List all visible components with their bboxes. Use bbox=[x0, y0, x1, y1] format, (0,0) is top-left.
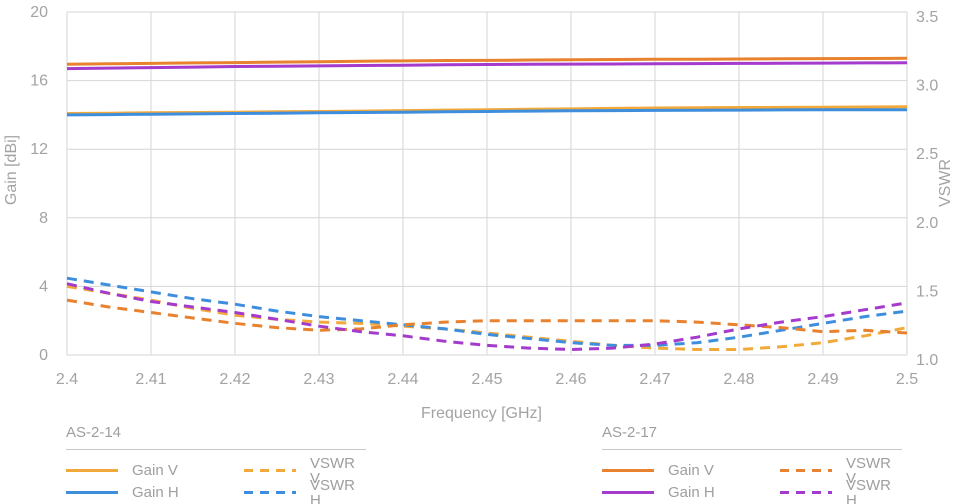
legend-item-label: Gain V bbox=[132, 462, 178, 479]
series-as-2-14-gain-h bbox=[66, 108, 907, 117]
series-as-2-17-vswr-v bbox=[66, 298, 908, 335]
legend-item-as-2-14-gain-h: Gain H bbox=[66, 485, 244, 500]
gain-tick-label: 0 bbox=[39, 347, 48, 364]
dashed-line-swatch bbox=[244, 469, 296, 472]
x-tick-label: 2.4 bbox=[56, 371, 78, 388]
gain-tick-label: 8 bbox=[39, 210, 48, 227]
legend-group-as-2-17: AS-2-17 Gain V VSWR V Gain H VSWR H bbox=[602, 424, 902, 504]
solid-line-swatch bbox=[66, 491, 118, 494]
legend-group-title: AS-2-17 bbox=[602, 424, 658, 441]
x-axis-title: Frequency [GHz] bbox=[421, 405, 542, 422]
series-as-2-14-vswr-h bbox=[66, 276, 908, 347]
legend-item-label: Gain H bbox=[668, 484, 715, 501]
vswr-tick-label: 1.0 bbox=[916, 352, 938, 369]
vswr-tick-label: 2.5 bbox=[916, 146, 938, 163]
x-tick-label: 2.44 bbox=[387, 371, 418, 388]
legend-item-label: VSWR H bbox=[846, 476, 891, 504]
series-as-2-17-vswr-h bbox=[66, 282, 908, 352]
x-tick-label: 2.43 bbox=[303, 371, 334, 388]
dashed-line-swatch bbox=[244, 491, 296, 494]
legend-item-as-2-14-vswr-h: VSWR H bbox=[244, 478, 366, 504]
left-axis-title: Gain [dBi] bbox=[3, 135, 20, 205]
vswr-tick-label: 3.5 bbox=[916, 9, 938, 26]
legend-item-as-2-14-vswr-v: VSWR V bbox=[244, 456, 366, 486]
legend-item-as-2-17-gain-v: Gain V bbox=[602, 463, 780, 478]
x-tick-label: 2.47 bbox=[639, 371, 670, 388]
solid-line-swatch bbox=[602, 491, 654, 494]
legend-items: Gain V VSWR V Gain H VSWR H bbox=[66, 456, 366, 504]
x-tick-label: 2.49 bbox=[807, 371, 838, 388]
legend-item-label: VSWR V bbox=[310, 454, 355, 487]
legend-item-label: Gain V bbox=[668, 462, 714, 479]
legend-item-as-2-17-gain-h: Gain H bbox=[602, 485, 780, 500]
vswr-tick-label: 3.0 bbox=[916, 78, 938, 95]
vswr-tick-label: 1.5 bbox=[916, 283, 938, 300]
legend-divider bbox=[602, 449, 902, 450]
legend-item-as-2-17-vswr-h: VSWR H bbox=[780, 478, 902, 504]
legend-item-label: VSWR V bbox=[846, 454, 891, 487]
x-tick-label: 2.42 bbox=[219, 371, 250, 388]
solid-line-swatch bbox=[602, 469, 654, 472]
legend-divider bbox=[66, 449, 366, 450]
gain-tick-label: 16 bbox=[30, 73, 48, 90]
x-tick-label: 2.41 bbox=[135, 371, 166, 388]
legend-item-label: Gain H bbox=[132, 484, 179, 501]
legend-group-title: AS-2-14 bbox=[66, 424, 122, 441]
legend-item-as-2-17-vswr-v: VSWR V bbox=[780, 456, 902, 486]
x-tick-label: 2.5 bbox=[896, 371, 918, 388]
right-axis-title: VSWR bbox=[937, 159, 954, 207]
solid-line-swatch bbox=[66, 469, 118, 472]
series-as-2-17-gain-v bbox=[66, 56, 908, 66]
legend-item-as-2-14-gain-v: Gain V bbox=[66, 463, 244, 478]
dashed-line-swatch bbox=[780, 491, 832, 494]
legend-item-label: VSWR H bbox=[310, 476, 355, 504]
dashed-line-swatch bbox=[780, 469, 832, 472]
x-tick-label: 2.45 bbox=[471, 371, 502, 388]
legend-items: Gain V VSWR V Gain H VSWR H bbox=[602, 456, 902, 504]
gain-tick-label: 20 bbox=[30, 4, 48, 21]
gain-tick-label: 4 bbox=[39, 278, 48, 295]
x-tick-label: 2.46 bbox=[555, 371, 586, 388]
legend-group-as-2-14: AS-2-14 Gain V VSWR V Gain H VSWR H bbox=[66, 424, 366, 504]
series-as-2-17-gain-h bbox=[66, 61, 908, 71]
series-as-2-14-vswr-v bbox=[66, 284, 908, 351]
x-tick-label: 2.48 bbox=[723, 371, 754, 388]
plot-area: 20 16 12 8 4 0 3.5 3.0 2.5 2.0 1.5 1.0 2.4 2.41 2.42 2.… bbox=[3, 4, 954, 388]
gain-tick-label: 12 bbox=[30, 141, 48, 158]
vswr-tick-label: 2.0 bbox=[916, 215, 938, 232]
